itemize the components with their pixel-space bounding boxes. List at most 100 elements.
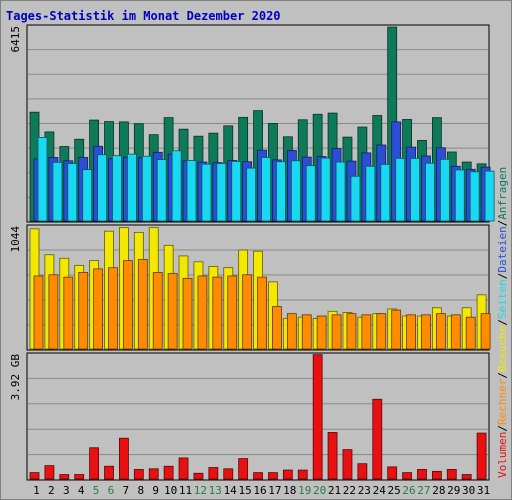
bar-seiten	[52, 161, 63, 222]
legend-separator: /	[496, 273, 509, 280]
x-tick-label: 6	[108, 484, 115, 497]
x-tick-label: 24	[373, 484, 387, 497]
y-axis-max-label: 1044	[9, 226, 22, 253]
bar-rechner	[167, 273, 178, 350]
bar-rechner	[465, 316, 476, 350]
bar-seiten	[439, 158, 450, 222]
bar-rechner	[182, 277, 193, 350]
legend-item-besuche: Besuche	[496, 326, 509, 372]
bar-rechner	[346, 313, 357, 350]
bar-rechner	[242, 274, 253, 350]
x-tick-label: 27	[417, 484, 430, 497]
legend-item-dateien: Dateien	[496, 226, 509, 272]
bar-volumen	[89, 447, 100, 480]
bar-seiten	[82, 169, 93, 222]
bar-seiten	[37, 137, 48, 222]
bar-seiten	[127, 153, 137, 222]
x-tick-label: 20	[313, 484, 326, 497]
bar-rechner	[212, 276, 223, 350]
chart-panel-volume: 3.92 GB	[9, 352, 490, 481]
chart-panel-requests: 6415	[9, 24, 495, 223]
bar-rechner	[137, 259, 148, 350]
bar-volumen	[178, 457, 189, 480]
series-seiten	[37, 137, 495, 222]
x-tick-label: 4	[78, 484, 85, 497]
bar-volumen	[104, 465, 114, 480]
x-tick-label: 11	[179, 484, 192, 497]
bar-seiten	[365, 165, 376, 222]
plot-frame	[26, 352, 490, 481]
bar-rechner	[197, 275, 208, 350]
bar-volumen	[446, 469, 457, 480]
bar-volumen	[208, 467, 219, 480]
bar-volumen	[417, 469, 427, 480]
bar-volumen	[253, 472, 263, 480]
bar-seiten	[112, 155, 122, 222]
x-tick-label: 26	[402, 484, 415, 497]
bar-rechner	[63, 276, 74, 350]
x-axis-day-labels: 1 2 3 4 5 6 7 8 9 10 11 12 13 14 15 16 17 18 19 20 21 22 23 24 2…	[33, 484, 490, 497]
bar-volumen	[387, 466, 398, 480]
bar-volumen	[312, 354, 323, 480]
bar-rechner	[391, 309, 402, 350]
legend-item-rechner: Rechner	[496, 378, 509, 425]
bar-volumen	[297, 469, 308, 480]
bar-seiten	[410, 157, 420, 222]
bar-volumen	[461, 474, 472, 480]
bar-volumen	[44, 465, 55, 480]
bar-rechner	[480, 313, 491, 350]
legend-separator: /	[496, 425, 509, 432]
bar-rechner	[286, 313, 297, 350]
bar-seiten	[156, 159, 167, 222]
bar-rechner	[450, 314, 461, 350]
bar-seiten	[454, 169, 465, 222]
bar-volumen	[163, 465, 174, 480]
bar-seiten	[484, 170, 495, 222]
series-rechner	[33, 259, 491, 350]
bar-seiten	[201, 163, 212, 222]
x-tick-label: 22	[343, 484, 356, 497]
bar-rechner	[331, 314, 342, 350]
x-tick-label: 5	[93, 484, 100, 497]
bar-volumen	[342, 449, 353, 480]
legend-separator: /	[496, 220, 509, 227]
legend-text: Volumen/Rechner/Besuche/Seiten/Dateien/A…	[496, 167, 509, 478]
bar-seiten	[335, 161, 346, 222]
bar-seiten	[320, 157, 331, 222]
bar-rechner	[48, 274, 59, 350]
bar-seiten	[276, 161, 286, 222]
bar-volumen	[402, 472, 412, 480]
bar-volumen	[59, 474, 70, 480]
bar-rechner	[435, 313, 446, 350]
bar-volumen	[372, 398, 383, 480]
x-tick-label: 15	[238, 484, 251, 497]
bar-rechner	[421, 314, 431, 350]
bar-seiten	[171, 150, 182, 222]
x-tick-label: 31	[477, 484, 490, 497]
chart-panel-visits: 1044	[9, 224, 491, 351]
x-tick-label: 25	[388, 484, 401, 497]
x-tick-label: 14	[224, 484, 238, 497]
y-axis-max-label: 6415	[9, 26, 22, 53]
x-tick-label: 8	[137, 484, 144, 497]
bar-volumen	[476, 432, 487, 480]
bar-volumen	[193, 472, 204, 480]
bar-seiten	[186, 160, 197, 222]
x-tick-label: 30	[462, 484, 475, 497]
bar-seiten	[350, 175, 361, 222]
bar-volumen	[148, 468, 159, 480]
bar-volumen	[282, 469, 293, 480]
x-tick-label: 23	[358, 484, 371, 497]
bar-volumen	[223, 468, 234, 480]
bar-seiten	[305, 165, 316, 222]
bar-rechner	[108, 267, 118, 350]
x-tick-label: 3	[63, 484, 70, 497]
bar-volumen	[357, 463, 368, 480]
bar-rechner	[361, 314, 372, 350]
bar-volumen	[327, 432, 338, 480]
bar-volumen	[74, 474, 85, 480]
chart-title: Tages-Statistik im Monat Dezember 2020	[6, 9, 281, 23]
x-tick-label: 9	[152, 484, 159, 497]
x-tick-label: 16	[253, 484, 266, 497]
